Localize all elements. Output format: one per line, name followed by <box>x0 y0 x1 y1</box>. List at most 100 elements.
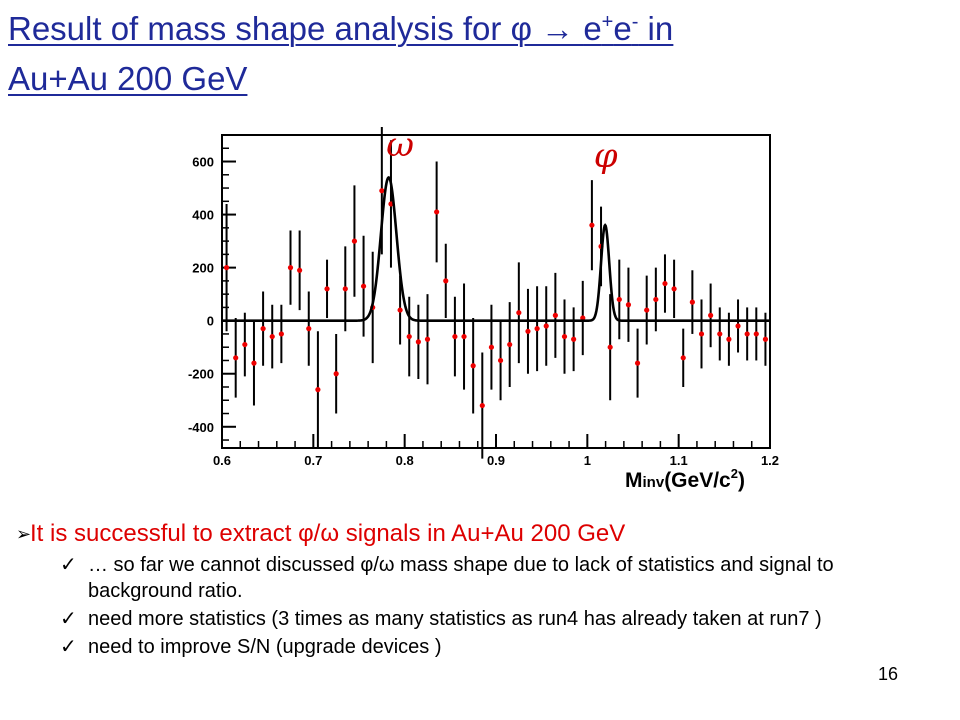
data-point <box>607 344 613 350</box>
data-point <box>525 328 531 334</box>
bullet-list: ➢ It is successful to extract φ/ω signal… <box>16 518 916 660</box>
sub-bullet-1-suffix: mass shape due to lack of statistics and… <box>88 554 834 602</box>
data-point <box>452 333 458 340</box>
data-point <box>753 331 759 337</box>
data-point <box>644 307 650 313</box>
x-tick-label: 1 <box>584 453 591 468</box>
arrow-bullet-icon: ➢ <box>16 524 32 544</box>
data-point <box>278 331 284 337</box>
data-point <box>735 323 741 329</box>
data-point <box>242 341 248 348</box>
data-point <box>516 310 522 316</box>
data-point <box>589 222 595 228</box>
x-axis: 0.6 0.7 0.8 0.9 1 1.1 1.2 <box>213 434 779 468</box>
data-point <box>762 336 769 342</box>
main-bullet-symbols: φ/ω <box>298 520 340 547</box>
data-point <box>616 296 622 303</box>
peak-label: φ <box>594 136 618 176</box>
data-point <box>470 363 476 369</box>
sub-bullet-1: ✓ … so far we cannot discussed φ/ω mass … <box>16 552 916 604</box>
sub-bullet-1-prefix: … so far we cannot discussed <box>88 554 361 576</box>
data-point <box>653 296 659 303</box>
data-point <box>534 326 540 332</box>
data-point <box>561 333 568 340</box>
y-tick-label: -200 <box>188 367 214 382</box>
data-point <box>479 402 485 409</box>
title-plus-sup: + <box>601 11 614 33</box>
data-point <box>497 357 504 364</box>
sub-bullet-3: ✓ need to improve S/N (upgrade devices ) <box>16 634 916 660</box>
data-point <box>671 286 677 292</box>
data-point <box>287 265 294 271</box>
title-suffix: in <box>638 10 674 47</box>
x-tick-label: 1.2 <box>761 453 779 468</box>
x-axis-title-end: ) <box>738 469 745 492</box>
data-point <box>571 336 577 342</box>
title-phi-symbol: φ <box>510 10 532 47</box>
data-point <box>406 333 412 340</box>
data-point <box>580 315 586 321</box>
data-point <box>324 286 330 292</box>
sub-bullet-3-text: need to improve S/N (upgrade devices ) <box>88 636 442 658</box>
data-point <box>379 188 385 194</box>
data-point <box>552 312 558 318</box>
data-point <box>726 336 732 342</box>
data-point <box>634 360 641 366</box>
data-point <box>662 280 668 287</box>
sub-bullet-2: ✓ need more statistics (3 times as many … <box>16 606 916 632</box>
data-point <box>443 278 449 284</box>
y-axis: 600 400 200 0 -200 -400 <box>188 147 236 441</box>
data-point <box>315 387 321 393</box>
data-point <box>260 326 266 332</box>
main-bullet: ➢ It is successful to extract φ/ω signal… <box>16 518 916 550</box>
title-prefix: Result of mass shape analysis for <box>8 10 511 47</box>
data-point <box>689 299 695 305</box>
y-tick-label: 600 <box>192 155 214 170</box>
title-line-2: Au+Au 200 GeV <box>8 54 948 104</box>
data-point <box>680 355 686 361</box>
data-point <box>397 307 403 313</box>
error-bars <box>225 127 767 459</box>
check-icon: ✓ <box>60 608 77 630</box>
main-bullet-suffix: signals in Au+Au 200 GeV <box>339 520 626 547</box>
y-tick-label: 0 <box>207 314 214 329</box>
data-point <box>708 312 714 318</box>
data-point <box>424 336 431 342</box>
title-electron: e <box>583 10 602 47</box>
data-point <box>744 331 750 337</box>
x-tick-label: 1.1 <box>670 453 688 468</box>
data-point <box>415 339 421 345</box>
title-arrow: → <box>531 10 584 47</box>
data-point <box>625 302 632 308</box>
data-point <box>269 333 275 340</box>
data-points <box>223 188 769 409</box>
data-point <box>717 331 723 337</box>
check-icon: ✓ <box>60 636 77 658</box>
x-tick-label: 0.9 <box>487 453 505 468</box>
x-axis-title-main: M <box>625 469 643 492</box>
data-point <box>333 371 339 377</box>
data-point <box>507 341 513 348</box>
main-bullet-prefix: It is successful to extract <box>30 520 299 547</box>
data-point <box>434 209 440 215</box>
data-point <box>488 344 495 350</box>
y-tick-label: -400 <box>188 420 214 435</box>
page-number: 16 <box>878 664 899 684</box>
data-point <box>461 333 467 340</box>
x-axis-title-sub: inv <box>643 474 665 491</box>
y-tick-label: 400 <box>192 208 214 223</box>
y-tick-label: 200 <box>192 261 214 276</box>
x-axis-title: Minv(GeV/c2) <box>625 466 745 492</box>
peak-label: ω <box>386 125 414 165</box>
x-tick-label: 0.7 <box>304 453 322 468</box>
slide-title: Result of mass shape analysis for φ → e+… <box>8 4 948 104</box>
data-point <box>698 331 705 337</box>
plot-frame <box>221 134 771 449</box>
data-point <box>297 267 303 273</box>
x-axis-title-units: (GeV/c <box>664 469 731 492</box>
plot-border <box>221 134 771 449</box>
title-line-2-text: Au+Au 200 GeV <box>8 60 248 97</box>
title-electron-2: e <box>613 10 632 47</box>
data-point <box>306 326 312 332</box>
